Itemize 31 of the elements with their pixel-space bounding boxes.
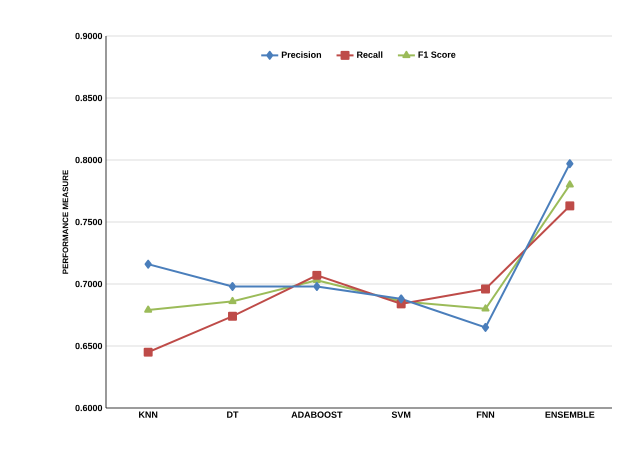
point [398,294,405,304]
point [481,304,490,312]
point [144,348,153,357]
x-tick-label: ADABOOST [291,412,342,418]
legend-label: Recall [357,51,382,58]
y-tick-label: 0.6000 [75,404,102,412]
legend-label: Precision [282,51,322,58]
point [481,284,490,294]
point [228,312,237,321]
y-tick-label: 0.9000 [75,32,102,40]
x-tick-label: ENSEMBLE [546,412,594,418]
point [312,270,322,280]
x-tick-label: SVM [392,412,410,418]
point [144,260,152,269]
y-tick-label: 0.7000 [75,280,102,288]
point [566,180,574,188]
point [228,282,236,291]
legend-label: F1 Score [418,51,456,58]
point [144,306,152,313]
y-tick-label: 0.6500 [75,342,102,350]
point [228,296,237,304]
y-tick-label: 0.8000 [75,156,102,164]
point [565,201,574,210]
x-tick-label: KNN [139,412,158,418]
point [566,159,574,168]
x-tick-label: DT [227,412,238,418]
point [482,322,490,332]
point [313,282,320,291]
y-tick-label: 0.7500 [75,218,102,226]
y-tick-label: 0.8500 [75,94,102,102]
x-tick-label: FNN [476,412,494,418]
